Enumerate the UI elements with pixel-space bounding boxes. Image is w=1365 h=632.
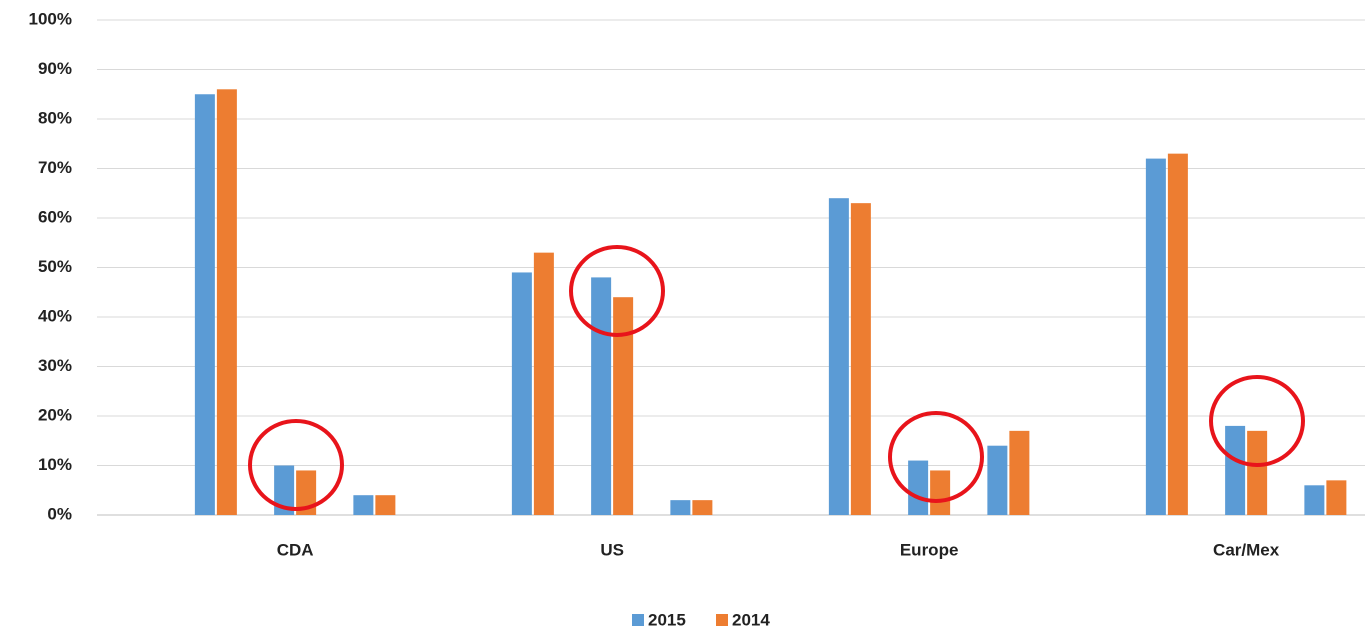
y-tick-label: 20%	[38, 405, 72, 424]
highlight-circle	[248, 419, 344, 511]
bar	[1145, 158, 1166, 515]
y-tick-label: 10%	[38, 455, 72, 474]
bar	[613, 297, 634, 515]
y-tick-label: 60%	[38, 207, 72, 226]
plot: 0% 10% 20% 30% 40% 50% 60% 70% 80% 90% 100% CDA US Eu…	[29, 9, 1365, 629]
bar	[1304, 485, 1325, 515]
y-tick-label: 40%	[38, 306, 72, 325]
bar	[296, 470, 317, 515]
x-tick-label: CDA	[277, 540, 314, 559]
legend-swatch	[716, 614, 728, 626]
bar	[1009, 430, 1030, 515]
y-tick-label: 70%	[38, 158, 72, 177]
bar	[511, 272, 532, 515]
bar	[670, 500, 691, 515]
x-tick-label: Europe	[900, 540, 959, 559]
bar	[216, 89, 237, 516]
annotations	[248, 245, 1305, 511]
highlight-circle	[888, 411, 984, 503]
bar	[828, 198, 849, 515]
bar	[1167, 153, 1188, 515]
bar	[591, 277, 612, 515]
bar	[850, 203, 871, 515]
y-tick-label: 30%	[38, 356, 72, 375]
legend-label: 2014	[732, 610, 770, 629]
highlight-circle	[569, 245, 665, 337]
bar	[908, 460, 929, 515]
x-tick-label: Car/Mex	[1213, 540, 1280, 559]
y-tick-label: 0%	[47, 504, 72, 523]
bar	[1326, 480, 1347, 515]
bar	[274, 465, 295, 515]
y-tick-label: 50%	[38, 257, 72, 276]
bar	[1247, 430, 1268, 515]
legend-swatch	[632, 614, 644, 626]
highlight-circle	[1209, 375, 1305, 467]
bar	[353, 495, 374, 515]
bar	[533, 252, 554, 515]
legend-label: 2015	[648, 610, 686, 629]
y-tick-label: 80%	[38, 108, 72, 127]
y-tick-label: 90%	[38, 59, 72, 78]
bar	[375, 495, 396, 515]
bar	[930, 470, 951, 515]
bar	[692, 500, 713, 515]
bar	[194, 94, 215, 515]
y-tick-label: 100%	[29, 9, 72, 28]
bar	[1225, 425, 1246, 515]
x-tick-label: US	[600, 540, 624, 559]
bar	[987, 445, 1008, 515]
